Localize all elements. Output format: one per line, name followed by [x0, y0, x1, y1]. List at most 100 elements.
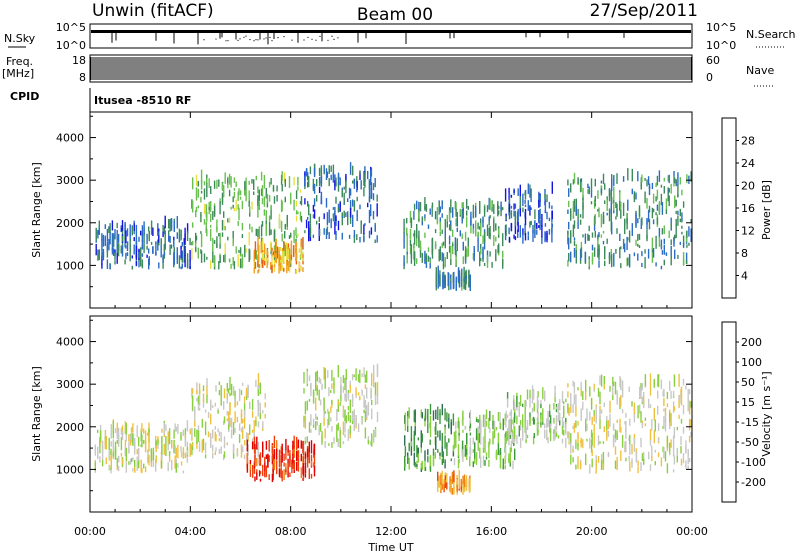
- nsearch-dot: [277, 37, 279, 39]
- nsearch-dot: [219, 35, 221, 37]
- velocity-colorbar-tick-label: 200: [741, 336, 762, 349]
- velocity-colorbar: 200 100 50 15 -15 -50 -100 -200: [721, 321, 766, 503]
- freq-label: Freq.: [6, 55, 33, 68]
- time-tick-label: 16:00: [475, 525, 507, 538]
- station-title: Unwin (fitACF): [92, 1, 214, 21]
- nsearch-dot: [283, 36, 285, 38]
- nsearch-dot: [237, 39, 239, 41]
- nsearch-dot: [245, 35, 247, 37]
- velocity-ytick-label: 2000: [56, 421, 84, 434]
- time-tick-label: 00:00: [74, 525, 106, 538]
- nsearch-label: N.Search: [746, 28, 796, 41]
- nsearch-dot: [315, 39, 317, 41]
- velocity-ylabel: Slant Range [km]: [30, 366, 43, 462]
- nsearch-dot: [249, 38, 251, 41]
- nsearch-tick-top: 10^5: [706, 21, 736, 34]
- time-tick-label: 20:00: [576, 525, 608, 538]
- time-tick-label: 08:00: [275, 525, 307, 538]
- power-ytick-label: 3000: [56, 174, 84, 187]
- power-colorbar-label: Power [dB]: [760, 180, 773, 240]
- freq-tick-bottom: 8: [79, 71, 86, 84]
- nave-label: Nave: [746, 64, 774, 77]
- velocity-ytick-label: 3000: [56, 378, 84, 391]
- time-tick-label: 12:00: [375, 525, 407, 538]
- beam-title: Beam 00: [357, 5, 433, 25]
- freq-strip-frame: [89, 54, 693, 83]
- nsearch-dot: [259, 38, 261, 40]
- nsearch-dot: [215, 38, 217, 40]
- power-colorbar-tick-label: 4: [741, 270, 748, 283]
- nsky-tick-top: 10^5: [56, 21, 86, 34]
- nsearch-dot: [291, 39, 293, 41]
- velocity-colorbar-tick-label: -50: [741, 436, 759, 449]
- nsearch-dot: [327, 39, 329, 41]
- power-ylabel: Slant Range [km]: [30, 162, 43, 258]
- nsearch-tick-bottom: 10^0: [706, 39, 736, 52]
- velocity-panel: 1000 2000 3000 4000 Slant Range [km]: [30, 315, 693, 513]
- velocity-colorbar-tick-label: -100: [741, 456, 766, 469]
- freq-bars: [90, 57, 692, 80]
- velocity-colorbar-tick-label: -15: [741, 416, 759, 429]
- nsearch-dot: [227, 40, 229, 42]
- velocity-colorbar-tick-label: -200: [741, 476, 766, 489]
- cpid-text: Itusea -8510 RF: [94, 94, 191, 107]
- cpid-label: CPID: [10, 90, 39, 103]
- time-axis: 00:00 04:00 08:00 12:00 16:00 20:00 00:00: [74, 112, 708, 538]
- nsearch-dot: [253, 40, 255, 42]
- freq-tick-top: 18: [72, 54, 86, 67]
- velocity-colorbar-tick-label: 100: [741, 356, 762, 369]
- nsearch-dot: [271, 40, 273, 42]
- nsearch-dot: [225, 40, 227, 42]
- nsearch-dot: [203, 39, 205, 41]
- nsearch-dot: [257, 39, 259, 41]
- nsearch-dot: [239, 38, 241, 40]
- nsearch-dot: [331, 35, 333, 37]
- power-colorbar-tick-label: 8: [741, 247, 748, 260]
- power-colorbar-tick-label: 28: [741, 135, 755, 148]
- power-panel: 1000 2000 3000 4000 Slant Range [km]: [30, 111, 693, 309]
- nsearch-dot: [243, 36, 245, 38]
- power-ytick-label: 2000: [56, 217, 84, 230]
- nsky-label: N.Sky: [4, 32, 36, 45]
- power-colorbar-tick-label: 12: [741, 225, 755, 238]
- time-axis-label: Time UT: [367, 541, 413, 554]
- nsearch-dot: [337, 37, 339, 39]
- nave-tick-top: 60: [706, 54, 720, 67]
- time-tick-label: 00:00: [676, 525, 708, 538]
- nsearch-dot: [263, 38, 265, 40]
- nsearch-dot: [269, 36, 271, 39]
- power-ytick-label: 1000: [56, 259, 84, 272]
- power-ytick-label: 4000: [56, 132, 84, 145]
- power-data: [95, 162, 692, 291]
- nsky-band: [91, 30, 691, 33]
- velocity-colorbar-tick-label: 50: [741, 376, 755, 389]
- nsearch-dot: [311, 38, 313, 40]
- velocity-colorbar-tick-label: 15: [741, 396, 755, 409]
- velocity-colorbar-label: Velocity [m s⁻¹]: [760, 371, 773, 456]
- velocity-frame: [89, 315, 693, 513]
- nave-tick-bottom: 0: [706, 71, 713, 84]
- power-colorbar-frame: [721, 117, 737, 299]
- nsky-strip-frame: [89, 23, 693, 49]
- nsky-tick-bottom: 10^0: [56, 39, 86, 52]
- power-colorbar-tick-label: 16: [741, 202, 755, 215]
- velocity-ytick-label: 4000: [56, 336, 84, 349]
- power-frame: [89, 111, 693, 309]
- velocity-colorbar-frame: [721, 321, 737, 503]
- power-colorbar-tick-label: 24: [741, 157, 755, 170]
- freq-unit: [MHz]: [2, 67, 34, 80]
- velocity-data: [94, 363, 692, 495]
- nsearch-dot: [265, 37, 267, 39]
- nsearch-dot: [255, 39, 257, 41]
- power-y-axis: 1000 2000 3000 4000: [56, 115, 692, 288]
- nsearch-dot: [307, 36, 309, 38]
- nsearch-dot: [303, 39, 305, 41]
- nsearch-dot: [333, 38, 335, 40]
- time-tick-label: 04:00: [174, 525, 206, 538]
- power-colorbar-tick-label: 20: [741, 180, 755, 193]
- power-colorbar: 4 8 12 16 20 24 28: [721, 117, 755, 299]
- nsearch-dot: [319, 35, 321, 37]
- date-title: 27/Sep/2011: [590, 1, 698, 21]
- nsky-bars: [91, 30, 691, 45]
